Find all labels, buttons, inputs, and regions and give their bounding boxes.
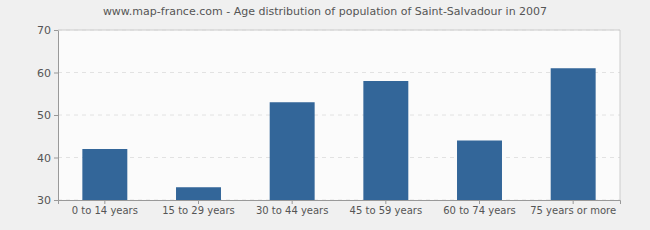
x-tick: 75 years or more <box>530 200 616 216</box>
x-tick-label: 15 to 29 years <box>162 205 235 216</box>
x-tick-mark <box>479 200 480 204</box>
y-tick: 50 <box>37 109 58 122</box>
y-tick-mark <box>54 200 58 201</box>
y-tick: 70 <box>37 24 58 37</box>
frame <box>620 30 621 200</box>
bars <box>82 68 595 200</box>
plot: 30 40 50 60 70 0 to 14 years 15 to 29 years 30 … <box>37 24 621 216</box>
bar <box>363 81 408 200</box>
background <box>0 0 650 230</box>
y-tick-mark <box>54 115 58 116</box>
x-tick: 30 to 44 years <box>256 200 329 216</box>
y-tick-label: 40 <box>37 152 51 165</box>
x-tick-mark <box>573 200 574 204</box>
x-tick-label: 45 to 59 years <box>350 205 423 216</box>
grid-line <box>58 115 620 116</box>
bar <box>176 187 221 200</box>
x-tick: 15 to 29 years <box>162 200 235 216</box>
x-tick-mark <box>198 200 199 204</box>
y-tick: 40 <box>37 152 58 165</box>
y-tick-mark <box>54 30 58 31</box>
chart: www.map-france.com - Age distribution of… <box>0 0 650 230</box>
grid-line <box>58 72 620 73</box>
x-axis-line <box>59 201 621 205</box>
x-tick: 0 to 14 years <box>72 200 138 216</box>
y-tick-label: 50 <box>37 109 51 122</box>
grid-line <box>58 157 620 158</box>
plot-area <box>58 30 620 200</box>
y-tick-label: 60 <box>37 67 51 80</box>
x-tick-mark <box>104 200 105 204</box>
y-tick-mark <box>54 158 58 159</box>
title: www.map-france.com - Age distribution of… <box>103 5 547 18</box>
x-axis: 0 to 14 years 15 to 29 years 30 to 44 year… <box>59 200 621 216</box>
x-tick-label: 75 years or more <box>530 205 616 216</box>
bar <box>270 102 315 200</box>
x-tick-label: 60 to 74 years <box>443 205 516 216</box>
x-tick-mark <box>385 200 386 204</box>
y-tick-label: 70 <box>37 24 51 37</box>
grid-line <box>58 30 620 31</box>
y-axis: 30 40 50 60 70 <box>37 24 59 207</box>
grid <box>58 30 620 200</box>
x-tick-label: 0 to 14 years <box>72 205 138 216</box>
y-tick-mark <box>54 73 58 74</box>
frame <box>58 30 620 31</box>
bar <box>457 141 502 201</box>
x-tick-label: 30 to 44 years <box>256 205 329 216</box>
x-tick: 60 to 74 years <box>443 200 516 216</box>
x-tick-mark <box>292 200 293 204</box>
y-tick: 30 <box>37 194 58 207</box>
x-tick: 45 to 59 years <box>350 200 423 216</box>
bar <box>551 68 596 200</box>
y-axis-line <box>54 31 59 201</box>
y-tick-label: 30 <box>37 194 51 207</box>
bar <box>82 149 127 200</box>
y-tick: 60 <box>37 67 58 80</box>
